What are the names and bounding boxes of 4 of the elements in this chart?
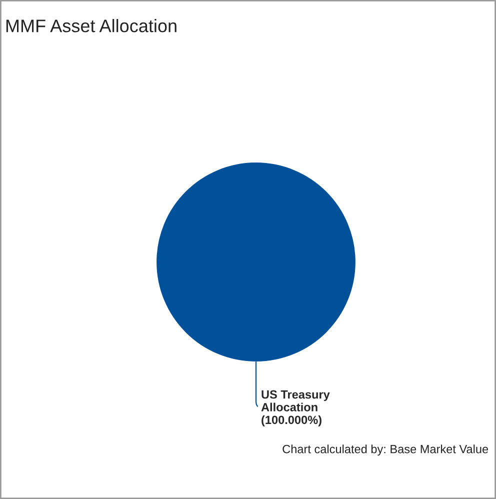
text: Chart calculated by: Base Market Value	[282, 444, 488, 456]
data-label: (100.000%)	[262, 415, 322, 426]
slice-label: US Treasury Allocation	[261, 390, 330, 412]
chart-title: MMF Asset Allocation	[6, 19, 176, 32]
